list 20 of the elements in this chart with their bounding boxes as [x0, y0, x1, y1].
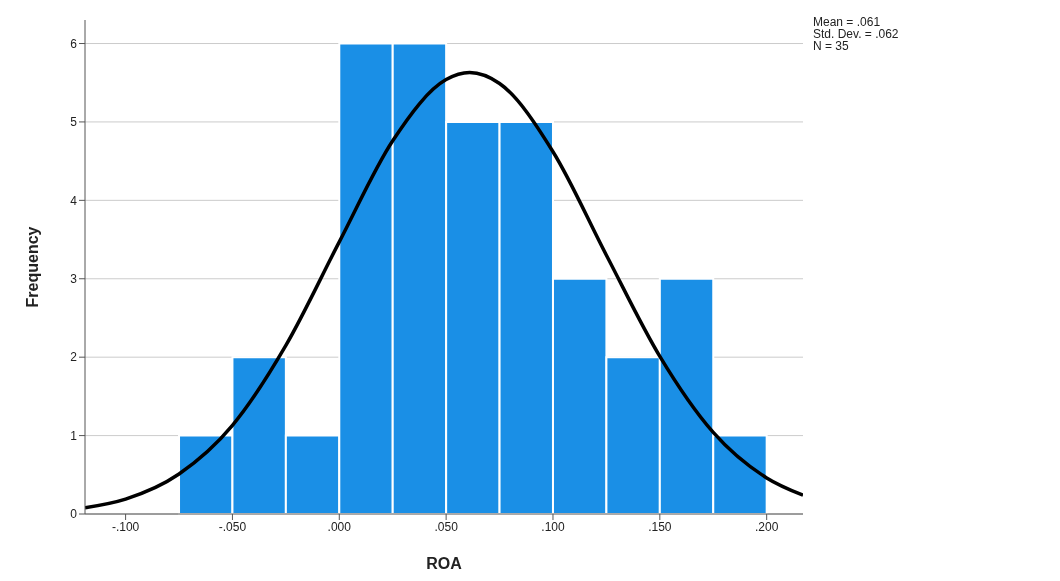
text: N = 35	[813, 39, 850, 53]
x-tick-label: .200	[754, 519, 779, 534]
x-tick-label: .150	[648, 519, 672, 534]
text: Std. Dev. = .062	[813, 27, 899, 41]
y-tick-label: 1	[70, 428, 78, 443]
y-tick-label: 5	[70, 115, 78, 130]
y-tick-label: 2	[70, 350, 78, 365]
y-tick-label: 0	[70, 507, 78, 522]
x-axis-title: ROA	[426, 555, 463, 572]
x-tick-label: .100	[541, 519, 565, 534]
x-tick-label: -.050	[218, 519, 247, 534]
x-tick-label: .050	[434, 519, 459, 534]
line-series	[85, 70, 803, 510]
y-axis-title: Frequency	[23, 226, 41, 308]
text: Mean = .061	[813, 15, 882, 29]
y-tick-label: 3	[70, 272, 78, 287]
y-tick-label: 6	[70, 36, 78, 51]
x-tick-label: .000	[327, 519, 352, 534]
x-tick-label: -.100	[111, 519, 140, 534]
y-tick-label: 4	[70, 193, 78, 208]
